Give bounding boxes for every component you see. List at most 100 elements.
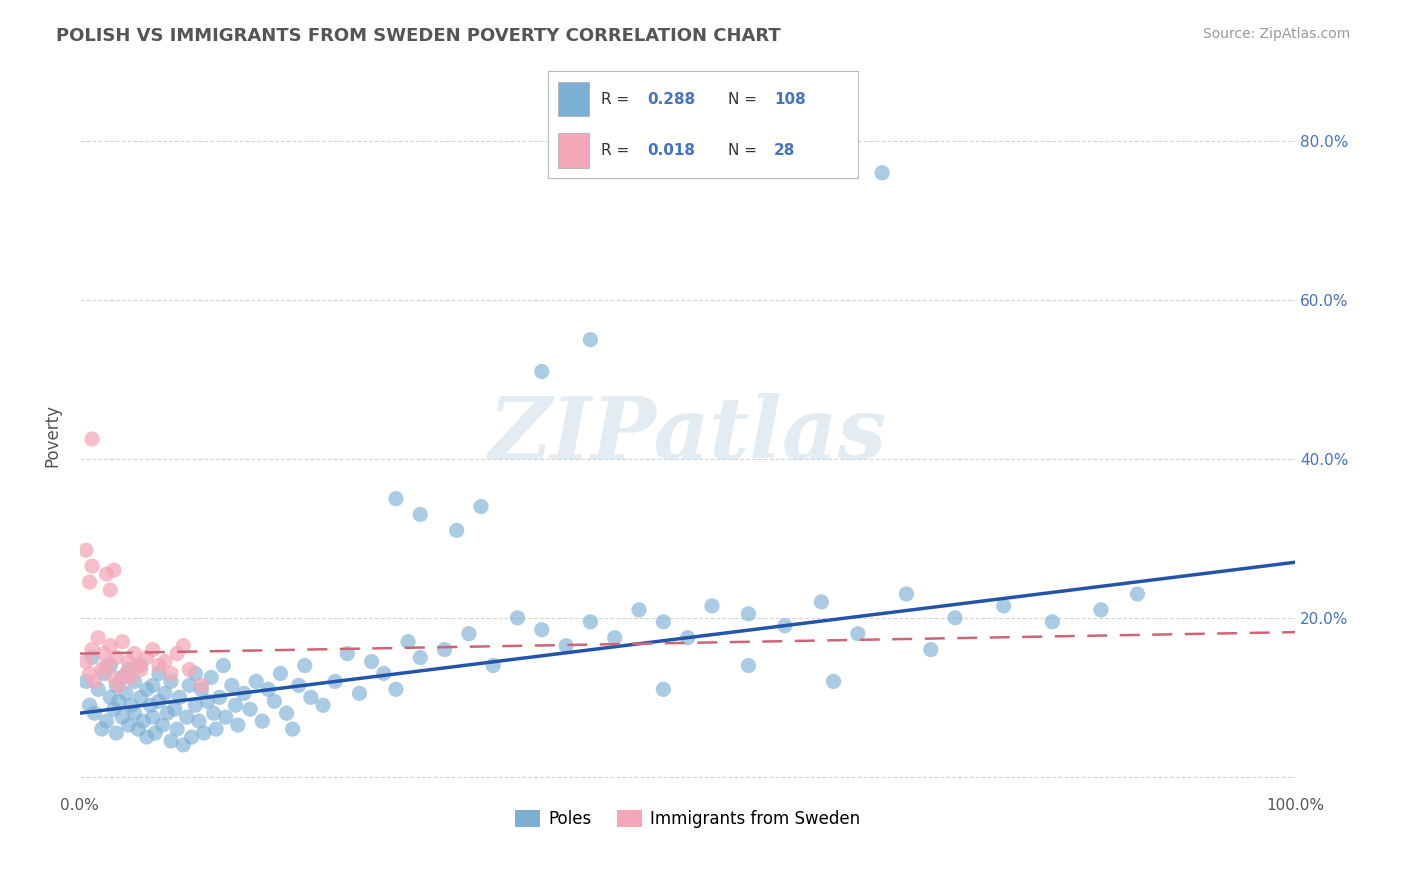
Point <box>373 666 395 681</box>
Point <box>823 674 845 689</box>
Point <box>127 658 149 673</box>
Y-axis label: Poverty: Poverty <box>44 403 60 467</box>
Point <box>233 686 256 700</box>
Point <box>250 714 273 728</box>
Point <box>628 603 651 617</box>
Point <box>530 623 553 637</box>
Point <box>111 670 134 684</box>
Point <box>96 567 118 582</box>
Point <box>117 718 139 732</box>
Point <box>737 607 759 621</box>
Point <box>870 166 893 180</box>
Point <box>124 647 146 661</box>
Text: 0.018: 0.018 <box>647 143 696 158</box>
Text: N =: N = <box>728 92 762 107</box>
Point <box>176 710 198 724</box>
Text: R =: R = <box>600 92 634 107</box>
Point <box>83 674 105 689</box>
Point <box>163 702 186 716</box>
Point <box>263 694 285 708</box>
Point <box>166 722 188 736</box>
Point <box>107 694 129 708</box>
Point <box>105 726 128 740</box>
Point <box>179 663 201 677</box>
Point <box>257 682 280 697</box>
Point <box>197 694 219 708</box>
Point <box>409 650 432 665</box>
Text: N =: N = <box>728 143 762 158</box>
Point <box>127 722 149 736</box>
Point <box>117 663 139 677</box>
Point <box>920 642 942 657</box>
Point <box>120 670 142 684</box>
Point <box>103 702 125 716</box>
Point <box>117 655 139 669</box>
Point <box>132 714 155 728</box>
Point <box>676 631 699 645</box>
Point <box>153 686 176 700</box>
Point <box>115 666 138 681</box>
Point <box>129 663 152 677</box>
FancyBboxPatch shape <box>558 82 589 116</box>
Point <box>470 500 492 514</box>
Point <box>336 647 359 661</box>
Point <box>190 678 212 692</box>
Point <box>239 702 262 716</box>
Point <box>180 730 202 744</box>
Point <box>172 738 194 752</box>
Text: R =: R = <box>600 143 634 158</box>
Point <box>93 647 115 661</box>
Text: Source: ZipAtlas.com: Source: ZipAtlas.com <box>1202 27 1350 41</box>
Point <box>555 639 578 653</box>
Point <box>129 658 152 673</box>
Point <box>142 642 165 657</box>
Text: POLISH VS IMMIGRANTS FROM SWEDEN POVERTY CORRELATION CHART: POLISH VS IMMIGRANTS FROM SWEDEN POVERTY… <box>56 27 780 45</box>
Legend: Poles, Immigrants from Sweden: Poles, Immigrants from Sweden <box>509 803 868 834</box>
Point <box>111 634 134 648</box>
Text: 108: 108 <box>775 92 806 107</box>
Point <box>652 682 675 697</box>
Point <box>153 655 176 669</box>
Point <box>200 670 222 684</box>
Point <box>115 686 138 700</box>
Point <box>409 508 432 522</box>
Point <box>96 658 118 673</box>
Point <box>896 587 918 601</box>
Point <box>160 666 183 681</box>
Point <box>135 682 157 697</box>
Point <box>773 619 796 633</box>
Point <box>846 626 869 640</box>
Point <box>396 634 419 648</box>
Text: ZIPatlas: ZIPatlas <box>489 393 887 477</box>
Point <box>188 714 211 728</box>
Point <box>202 706 225 721</box>
Point <box>385 491 408 506</box>
Point <box>737 658 759 673</box>
Point <box>579 333 602 347</box>
Point <box>135 650 157 665</box>
Point <box>103 670 125 684</box>
Point <box>98 690 121 705</box>
Point <box>245 674 267 689</box>
Point <box>105 650 128 665</box>
Point <box>700 599 723 613</box>
Point <box>172 639 194 653</box>
FancyBboxPatch shape <box>558 134 589 168</box>
Point <box>269 666 291 681</box>
Point <box>120 698 142 713</box>
Point <box>166 647 188 661</box>
Point <box>75 543 97 558</box>
Point <box>810 595 832 609</box>
Point <box>482 658 505 673</box>
Point <box>142 678 165 692</box>
Point <box>1040 615 1063 629</box>
Point <box>103 563 125 577</box>
Point <box>139 698 162 713</box>
Point <box>124 674 146 689</box>
Point <box>221 678 243 692</box>
Point <box>152 718 174 732</box>
Point <box>148 694 170 708</box>
Point <box>87 631 110 645</box>
Point <box>349 686 371 700</box>
Point <box>142 710 165 724</box>
